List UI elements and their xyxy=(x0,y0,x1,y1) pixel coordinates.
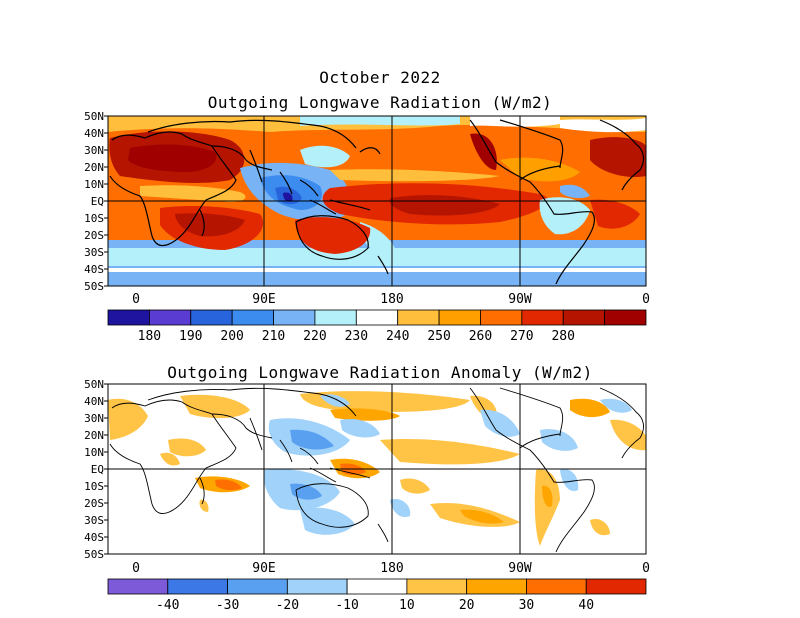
lat-label: 30N xyxy=(84,144,104,157)
lat-label: 10N xyxy=(84,446,104,459)
grid-map2 xyxy=(108,384,646,554)
lon-label: 0 xyxy=(642,561,650,576)
lat-label: 30S xyxy=(84,514,104,527)
colorbar-swatch xyxy=(438,309,481,326)
colorbar-label: 210 xyxy=(262,329,285,344)
lat-label: 10S xyxy=(84,212,104,225)
lat-label: 40S xyxy=(84,531,104,544)
colorbar-swatch xyxy=(355,309,399,326)
colorbar-label: 20 xyxy=(459,598,475,613)
lon-labels-map2: 0 90E 180 90W 0 xyxy=(132,561,650,576)
colorbar-label: 230 xyxy=(345,329,368,344)
colorbar-label: 260 xyxy=(469,329,492,344)
colorbar-label: 190 xyxy=(179,329,202,344)
coastlines-map1 xyxy=(109,119,645,285)
map1-title: Outgoing Longwave Radiation (W/m2) xyxy=(207,93,553,112)
colorbar-swatch xyxy=(604,309,647,326)
colorbar-label: -30 xyxy=(216,598,239,613)
colorbar-swatch xyxy=(466,578,527,595)
lon-label: 90W xyxy=(508,561,532,576)
colorbar-label: 280 xyxy=(551,329,574,344)
map2-title: Outgoing Longwave Radiation Anomaly (W/m… xyxy=(167,363,593,382)
lat-label: 30N xyxy=(84,412,104,425)
lat-label: 40S xyxy=(84,263,104,276)
lon-label: 0 xyxy=(642,292,650,307)
lat-label: 20S xyxy=(84,229,104,242)
colorbar-label: -10 xyxy=(335,598,358,613)
lat-label: EQ xyxy=(91,463,104,476)
lon-label: 180 xyxy=(380,561,403,576)
lat-label: 20N xyxy=(84,161,104,174)
grid-map1 xyxy=(108,116,646,286)
colorbar-swatch xyxy=(526,578,587,595)
colorbar-swatch xyxy=(286,578,348,595)
lat-label: 50N xyxy=(84,378,104,391)
lat-label: 20S xyxy=(84,497,104,510)
olr-anomaly-map: 50N 40N 30N 20N 10N EQ 10S 20S 30S 40S 50S 0 90E 180… xyxy=(84,378,650,576)
colorbar-swatch xyxy=(190,309,233,326)
lon-label: 0 xyxy=(132,292,140,307)
colorbar-label: -40 xyxy=(156,598,179,613)
colorbar-label: 30 xyxy=(519,598,535,613)
lat-label: 40N xyxy=(84,395,104,408)
date-title: October 2022 xyxy=(319,68,441,87)
colorbar-swatch xyxy=(562,309,606,326)
colorbar-label: 200 xyxy=(220,329,243,344)
colorbar-label: 10 xyxy=(399,598,415,613)
colorbar-label: 270 xyxy=(510,329,533,344)
lat-label: 20N xyxy=(84,429,104,442)
lat-label: 40N xyxy=(84,127,104,140)
olr-colorbar: 180 190 200 210 220 230 240 250 260 270 280 xyxy=(107,309,647,344)
colorbar-swatch xyxy=(148,309,192,326)
anomaly-colorbar: -40 -30 -20 -10 10 20 30 40 xyxy=(107,578,647,613)
olr-map: 50N 40N 30N 20N 10N EQ 10S 20S 30S 40S 50S 0 90E 180… xyxy=(84,110,650,307)
colorbar-label: -20 xyxy=(276,598,299,613)
colorbar-swatch xyxy=(397,309,440,326)
colorbar-label: 240 xyxy=(386,329,409,344)
colorbar-label: 220 xyxy=(303,329,326,344)
colorbar-label: 40 xyxy=(578,598,594,613)
lon-label: 0 xyxy=(132,561,140,576)
colorbar-swatch xyxy=(346,578,408,595)
colorbar-swatch xyxy=(406,578,468,595)
lat-label: EQ xyxy=(91,195,104,208)
lat-label: 50S xyxy=(84,548,104,561)
lat-label: 30S xyxy=(84,246,104,259)
colorbar-swatch xyxy=(167,578,228,595)
lon-label: 90W xyxy=(508,292,532,307)
colorbar-swatch xyxy=(521,309,564,326)
colorbar-label: 180 xyxy=(138,329,161,344)
colorbar-label: 250 xyxy=(427,329,450,344)
lat-label: 10S xyxy=(84,480,104,493)
lat-label: 10N xyxy=(84,178,104,191)
colorbar-swatch xyxy=(585,578,647,595)
colorbar-swatch xyxy=(314,309,357,326)
lon-label: 180 xyxy=(380,292,403,307)
colorbar-swatch xyxy=(231,309,274,326)
colorbar-swatch xyxy=(107,309,150,326)
colorbar-swatch xyxy=(227,578,288,595)
colorbar-swatch xyxy=(107,578,169,595)
lat-labels-map2: 50N 40N 30N 20N 10N EQ 10S 20S 30S 40S 50S xyxy=(84,378,108,561)
lon-labels-map1: 0 90E 180 90W 0 xyxy=(132,292,650,307)
lat-label: 50S xyxy=(84,280,104,293)
coastlines-map2 xyxy=(109,387,644,553)
lon-label: 90E xyxy=(252,561,275,576)
colorbar-swatch xyxy=(480,309,523,326)
colorbar-swatch xyxy=(273,309,316,326)
lat-label: 50N xyxy=(84,110,104,123)
lon-label: 90E xyxy=(252,292,275,307)
lat-labels-map1: 50N 40N 30N 20N 10N EQ 10S 20S 30S 40S 50S xyxy=(84,110,108,293)
